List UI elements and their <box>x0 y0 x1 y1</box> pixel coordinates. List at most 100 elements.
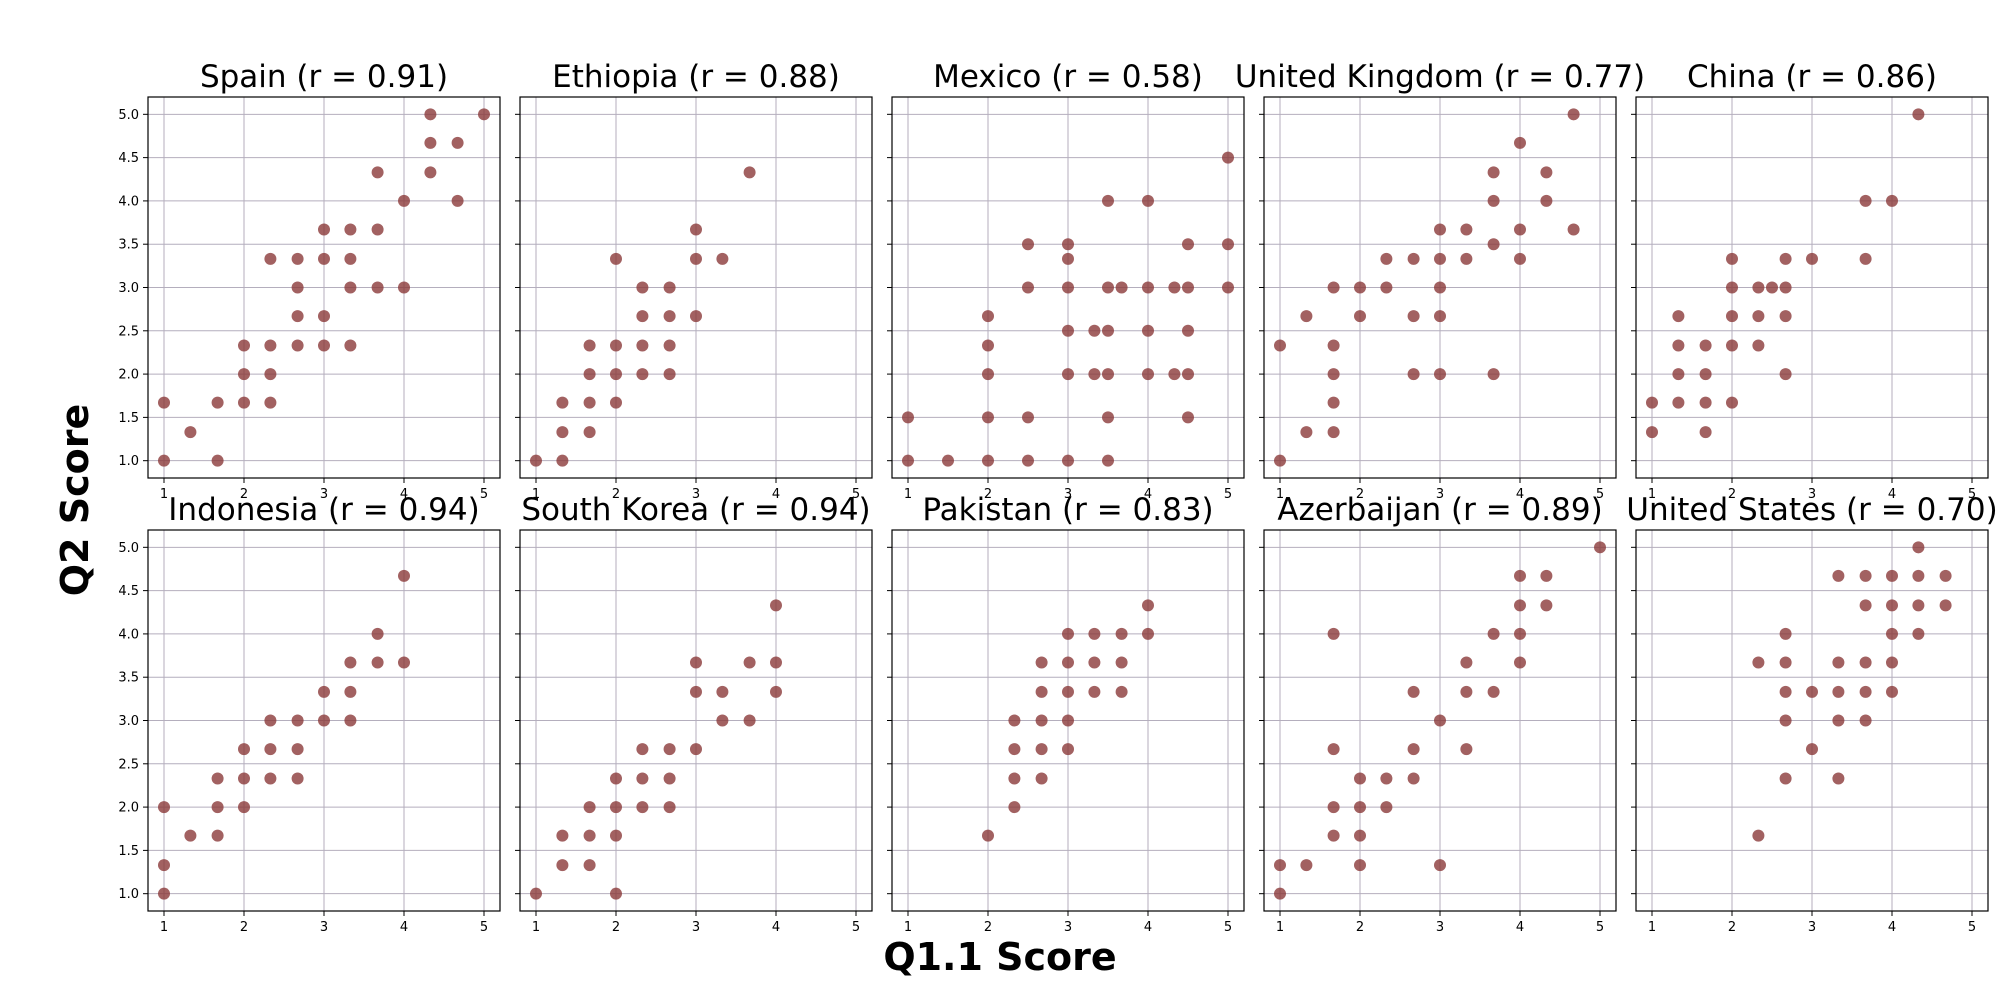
data-point <box>1300 859 1313 872</box>
scatter-panel: 1 2 3 4 5 Ethiopia (r = 0.88) <box>515 59 873 502</box>
data-point <box>1460 656 1473 669</box>
data-point <box>1594 541 1606 554</box>
data-point <box>1886 194 1898 207</box>
data-point <box>211 801 224 814</box>
data-point <box>1779 281 1792 294</box>
data-point <box>264 339 277 352</box>
data-point <box>1460 223 1473 236</box>
data-point <box>1859 569 1872 582</box>
data-point <box>318 714 330 727</box>
data-point <box>318 339 330 352</box>
x-tick-label: 2 <box>240 920 248 935</box>
y-tick-label: 3.5 <box>118 238 139 253</box>
data-point <box>1102 454 1114 467</box>
data-point <box>1699 368 1712 381</box>
data-point <box>291 310 304 323</box>
data-point <box>636 801 649 814</box>
data-point <box>610 396 622 409</box>
data-point <box>716 685 729 698</box>
x-tick-label: 5 <box>1596 487 1604 502</box>
data-point <box>1102 324 1114 337</box>
data-point <box>770 656 782 669</box>
y-tick-label: 3.0 <box>118 281 139 296</box>
data-point <box>610 887 622 900</box>
x-tick-label: 4 <box>1144 920 1152 935</box>
data-point <box>1062 714 1074 727</box>
panel-title: United States (r = 0.70) <box>1626 492 1997 528</box>
data-point <box>1062 238 1074 251</box>
data-point <box>1859 194 1872 207</box>
data-point <box>690 656 702 669</box>
data-point <box>291 714 304 727</box>
data-point <box>556 396 569 409</box>
data-point <box>1567 108 1580 121</box>
data-point <box>1062 743 1074 756</box>
data-point <box>1035 772 1048 785</box>
x-tick-label: 5 <box>1224 920 1232 935</box>
data-point <box>583 829 596 842</box>
data-point <box>1752 281 1765 294</box>
data-point <box>1487 238 1500 251</box>
data-point <box>1434 310 1446 323</box>
data-point <box>556 426 569 439</box>
data-point <box>1354 829 1366 842</box>
data-point <box>982 339 994 352</box>
data-point <box>211 829 224 842</box>
x-tick-label: 4 <box>772 487 780 502</box>
data-point <box>583 426 596 439</box>
data-point <box>1766 281 1778 294</box>
x-tick-label: 3 <box>1064 920 1072 935</box>
data-point <box>184 426 197 439</box>
x-tick-label: 4 <box>400 487 408 502</box>
data-point <box>1102 368 1114 381</box>
data-point <box>1327 743 1340 756</box>
data-point <box>663 281 676 294</box>
data-point <box>238 339 250 352</box>
data-point <box>398 194 410 207</box>
data-point <box>1540 194 1553 207</box>
x-tick-label: 5 <box>1596 920 1604 935</box>
data-point <box>1102 194 1114 207</box>
x-axis-title: Q1.1 Score <box>883 935 1116 979</box>
data-point <box>690 252 702 265</box>
data-point <box>1779 627 1792 640</box>
data-point <box>1460 685 1473 698</box>
data-point <box>1939 569 1952 582</box>
data-point <box>1300 310 1313 323</box>
x-tick-label: 3 <box>1064 487 1072 502</box>
x-tick-label: 4 <box>1888 487 1896 502</box>
data-point <box>158 396 170 409</box>
x-tick-label: 4 <box>400 920 408 935</box>
data-point <box>1912 108 1925 121</box>
data-point <box>1912 627 1925 640</box>
x-tick-label: 4 <box>772 920 780 935</box>
data-point <box>1142 194 1154 207</box>
data-point <box>291 743 304 756</box>
data-point <box>1726 281 1738 294</box>
data-point <box>1222 238 1234 251</box>
data-point <box>610 252 622 265</box>
y-tick-label: 2.0 <box>118 368 139 383</box>
data-point <box>1672 310 1685 323</box>
data-point <box>344 252 357 265</box>
data-point <box>1142 281 1154 294</box>
data-point <box>1182 411 1194 424</box>
scatter-panel: 1 2 3 4 5 1.0 1.5 2.0 2.5 3.0 3.5 4.0 4.5 5.0 Spain (r… <box>118 59 501 502</box>
data-point <box>1407 252 1420 265</box>
data-point <box>291 339 304 352</box>
data-point <box>982 411 994 424</box>
data-point <box>1540 166 1553 179</box>
data-point <box>1062 324 1074 337</box>
scatter-panel: 1 2 3 4 5 China (r = 0.86) <box>1631 59 1989 502</box>
data-point <box>1088 627 1101 640</box>
data-point <box>424 136 437 149</box>
y-tick-label: 5.0 <box>118 108 139 123</box>
data-point <box>663 743 676 756</box>
data-point <box>690 310 702 323</box>
data-point <box>1327 339 1340 352</box>
data-point <box>1022 454 1034 467</box>
data-point <box>1434 859 1446 872</box>
x-tick-label: 2 <box>1728 920 1736 935</box>
data-point <box>1540 599 1553 612</box>
x-tick-label: 3 <box>1808 920 1816 935</box>
